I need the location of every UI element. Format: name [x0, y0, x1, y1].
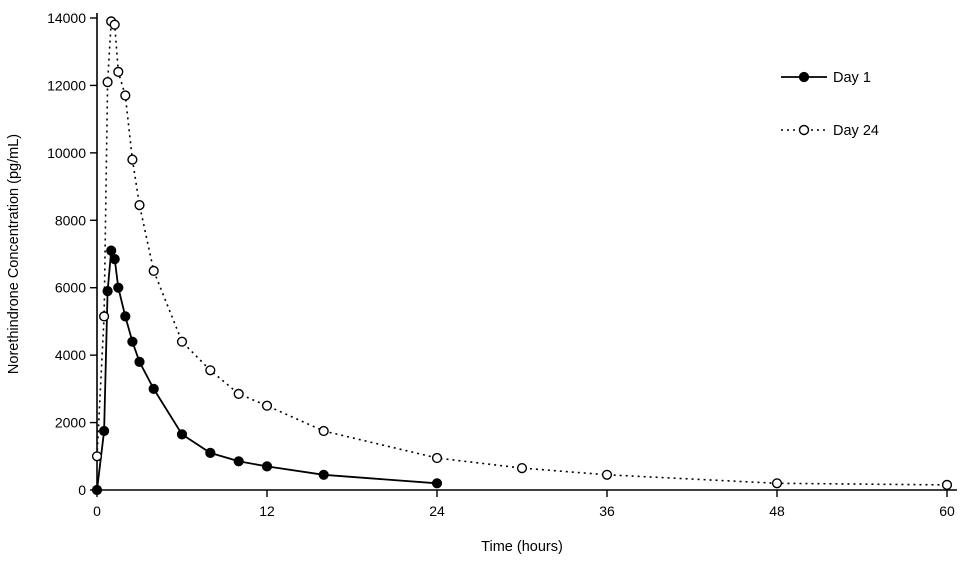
- marker-day-1: [233, 456, 244, 467]
- day24-open-circle-icon: [798, 124, 810, 136]
- marker-day-24: [941, 479, 953, 491]
- plot-render-layer: 0 2000 4000 6000 8000 10000 12000 14000 0 12 24 36 4…: [47, 10, 957, 519]
- legend-label-day24: Day 24: [833, 123, 879, 139]
- marker-day-24: [261, 400, 273, 411]
- marker-day-1: [134, 356, 145, 368]
- marker-day-24: [109, 19, 120, 30]
- marker-day-24: [205, 365, 216, 376]
- legend: Day 1 Day 24: [781, 70, 879, 139]
- x-tick-label: 48: [769, 503, 785, 519]
- series-line-day-1: [96, 250, 438, 491]
- marker-day-24: [176, 336, 188, 347]
- marker-day-1: [127, 336, 138, 347]
- marker-day-24: [91, 451, 103, 462]
- y-tick-label: 10000: [47, 145, 86, 161]
- marker-day-1: [261, 461, 273, 472]
- y-tick-label: 6000: [55, 280, 86, 296]
- marker-day-24: [113, 66, 124, 78]
- marker-day-1: [113, 282, 124, 293]
- y-tick-label: 8000: [55, 212, 86, 228]
- marker-day-24: [601, 469, 613, 480]
- marker-day-24: [127, 154, 138, 165]
- marker-day-24: [516, 463, 528, 474]
- y-tick-label: 14000: [47, 10, 86, 26]
- marker-day-1: [205, 447, 216, 459]
- legend-item-day24: Day 24: [781, 123, 879, 139]
- marker-day-24: [318, 425, 329, 437]
- marker-day-1: [148, 383, 159, 395]
- marker-day-1: [431, 478, 443, 489]
- marker-day-24: [233, 388, 244, 400]
- day1-filled-circle-icon: [798, 71, 810, 83]
- x-tick-label: 12: [259, 503, 275, 519]
- x-axis-label: Time (hours): [481, 539, 563, 555]
- y-tick-label: 2000: [55, 415, 86, 431]
- series-line-day-24: [96, 19, 948, 486]
- marker-day-24: [102, 76, 113, 88]
- marker-day-24: [148, 265, 159, 277]
- marker-day-24: [771, 478, 783, 489]
- y-tick-label: 12000: [47, 77, 86, 93]
- marker-day-1: [102, 286, 113, 297]
- marker-day-24: [134, 200, 145, 211]
- y-tick-label: 0: [78, 482, 86, 498]
- y-axis-label: Norethindrone Concentration (pg/mL): [6, 134, 22, 374]
- x-tick-label: 24: [429, 503, 445, 519]
- legend-item-day1: Day 1: [781, 70, 871, 86]
- marker-day-1: [109, 254, 120, 265]
- x-tick-label: 36: [599, 503, 615, 519]
- marker-day-1: [91, 484, 103, 496]
- x-tick-label: 60: [939, 503, 955, 519]
- marker-day-1: [176, 429, 188, 440]
- marker-day-1: [120, 311, 131, 322]
- marker-day-24: [120, 90, 131, 101]
- y-tick-label: 4000: [55, 347, 86, 363]
- marker-day-24: [98, 311, 110, 322]
- marker-day-1: [106, 245, 117, 256]
- x-tick-label: 0: [93, 503, 101, 519]
- legend-label-day1: Day 1: [833, 70, 871, 86]
- marker-day-1: [318, 469, 329, 480]
- marker-day-24: [431, 452, 443, 464]
- marker-day-1: [98, 425, 110, 437]
